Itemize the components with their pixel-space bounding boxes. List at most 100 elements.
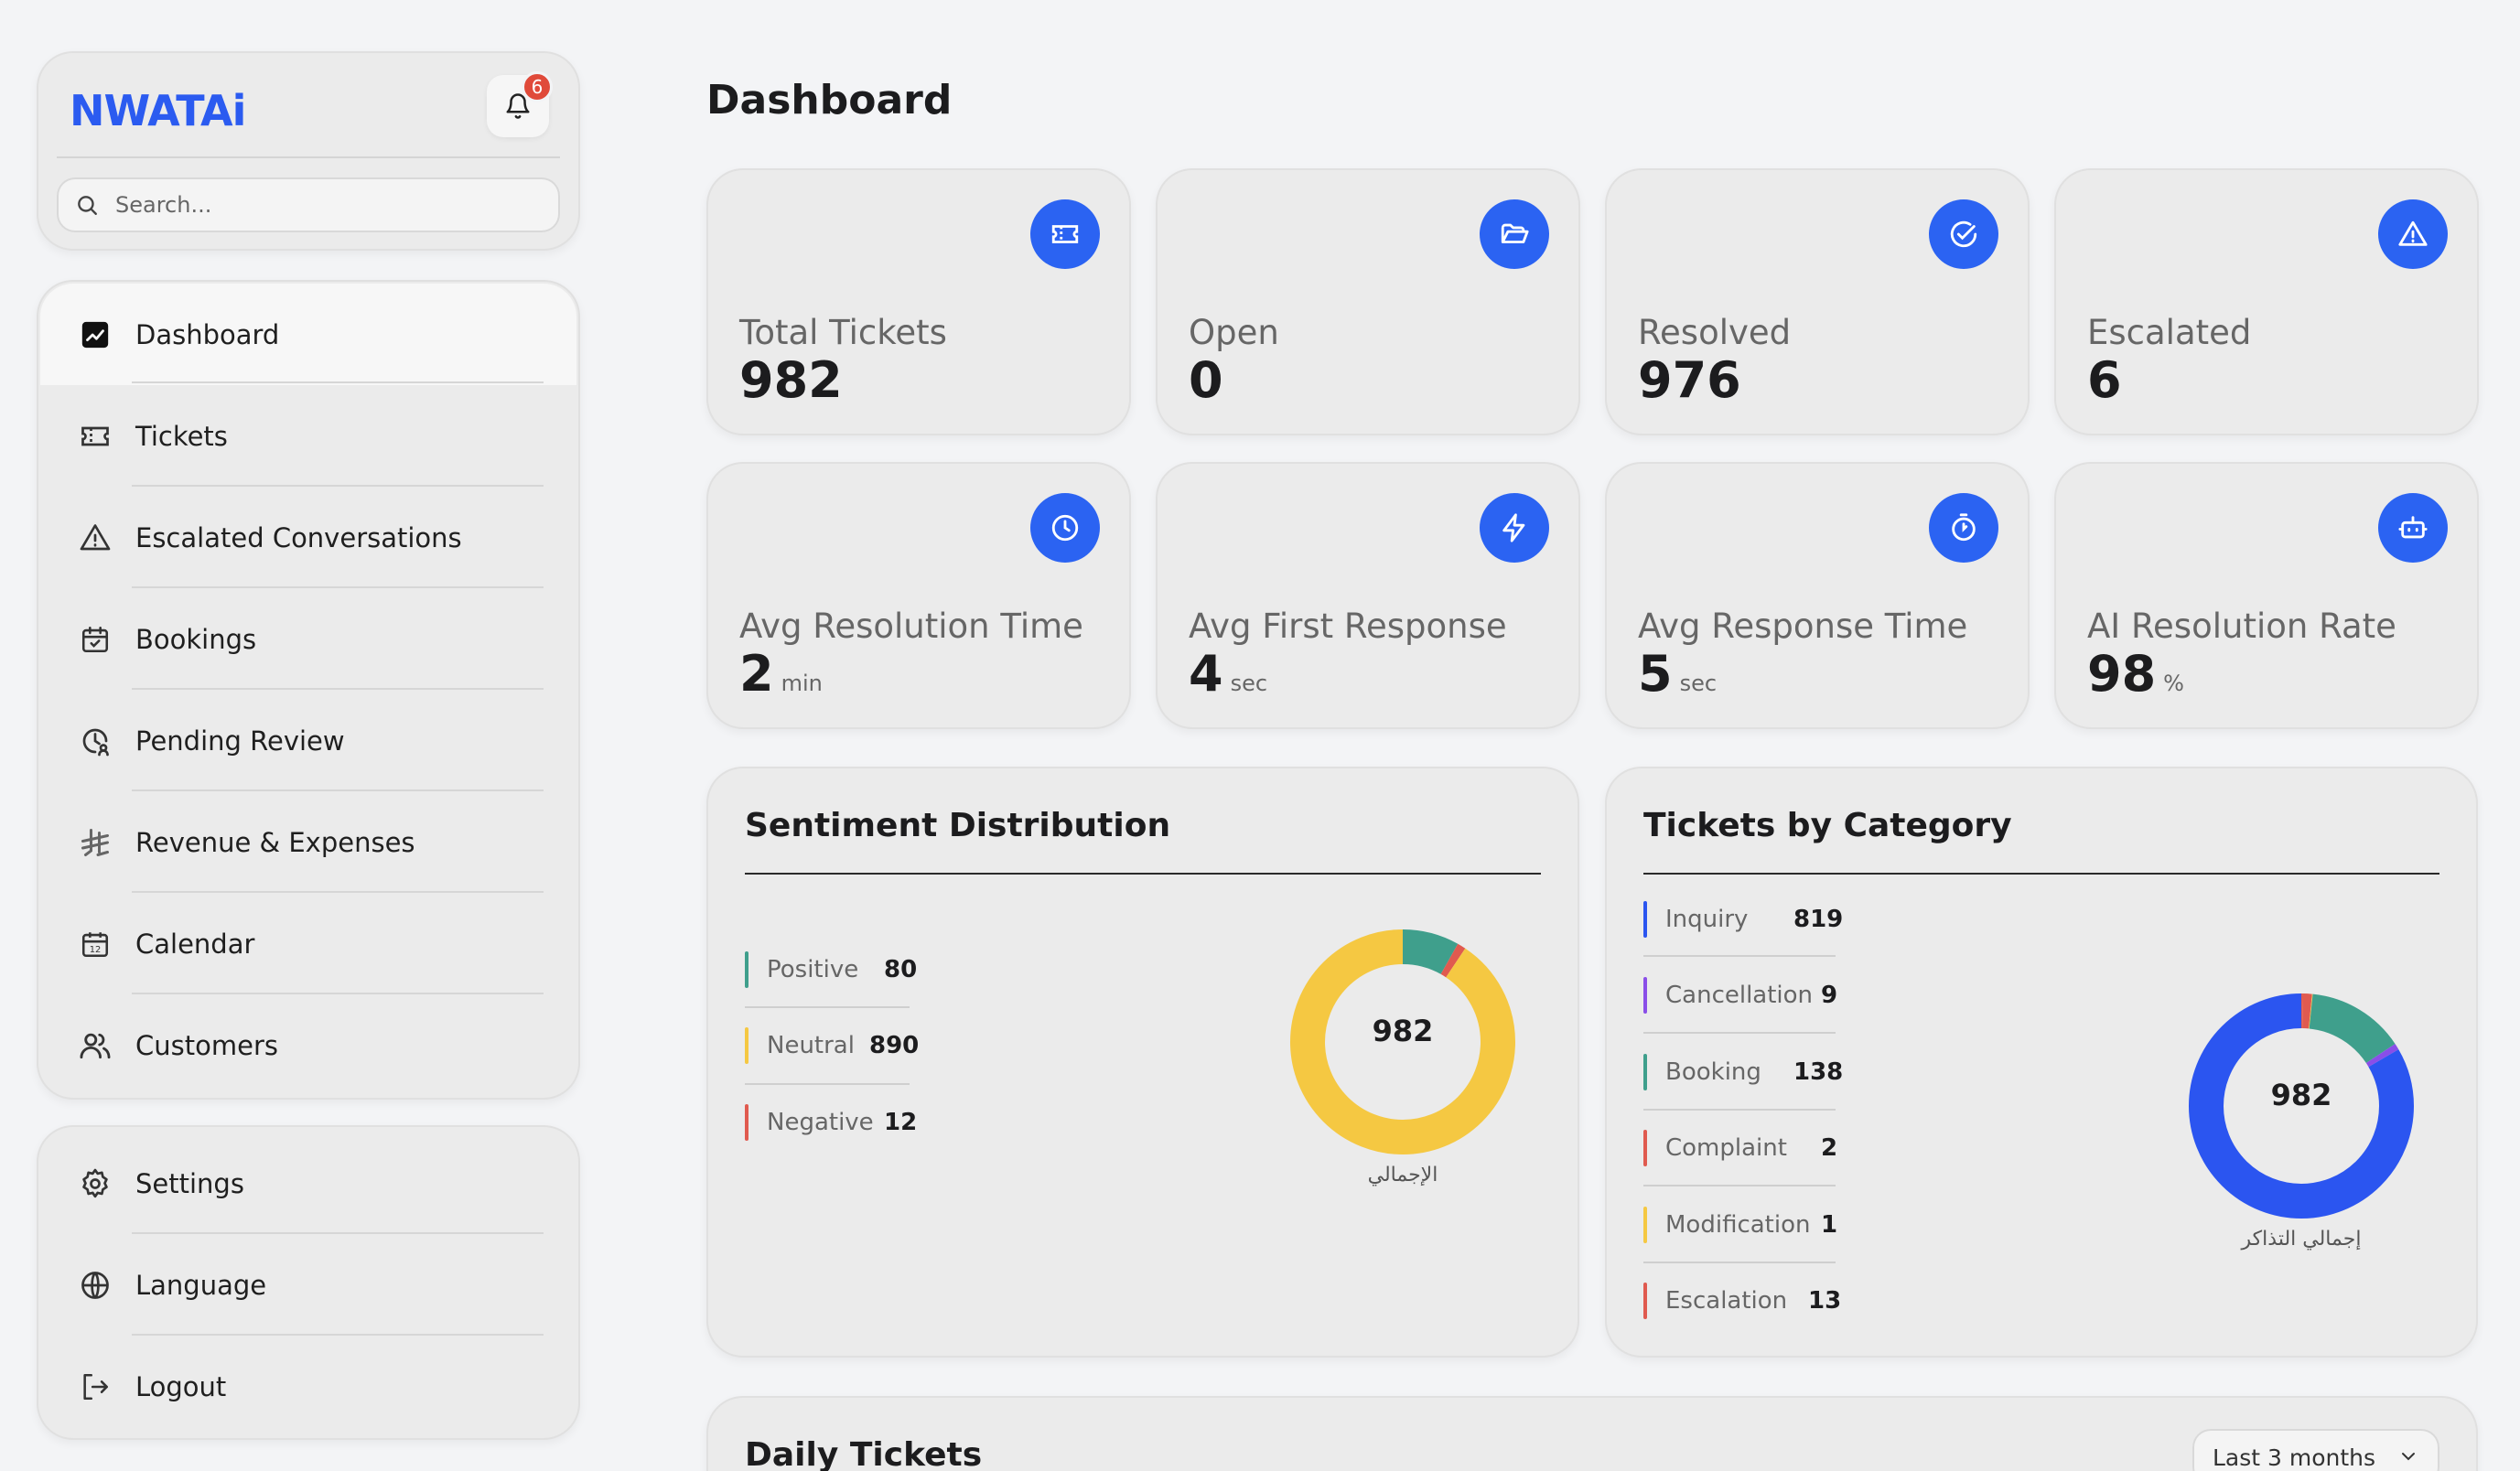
page-title: Dashboard [706, 77, 953, 123]
sidebar-item-label: Language [135, 1269, 267, 1301]
donut-total: 982 [1372, 1014, 1434, 1048]
search-icon [78, 196, 97, 215]
sidebar-item-label: Logout [135, 1370, 227, 1402]
donut-caption: الإجمالي [1367, 1164, 1438, 1186]
warning-icon [80, 523, 111, 550]
sidebar-item-tickets[interactable]: Tickets [40, 381, 576, 487]
bell-icon [506, 93, 530, 119]
panel-title: Sentiment Distribution [745, 807, 1171, 844]
sidebar-nav: Dashboard Tickets Escalated Conversation… [37, 280, 580, 1100]
globe-icon [81, 1271, 109, 1299]
panel-title: Tickets by Category [1643, 807, 2012, 844]
sidebar-item-customers[interactable]: Customers [40, 994, 576, 1096]
stat-card-avg-resolution-time[interactable]: Avg Resolution Time 2 min [706, 462, 1131, 729]
notification-badge: 6 [522, 71, 553, 102]
date-range-select[interactable]: Last 3 months [2192, 1429, 2439, 1471]
sidebar-item-label: Calendar [135, 928, 255, 960]
sidebar-footer: Settings Language Logout [37, 1125, 580, 1440]
sidebar-item-logout[interactable]: Logout [40, 1336, 576, 1437]
sidebar-item-revenue-expenses[interactable]: Revenue & Expenses [40, 791, 576, 893]
sidebar-item-settings[interactable]: Settings [40, 1133, 576, 1234]
category-donut-chart [2189, 993, 2414, 1219]
calendar-icon: 12 [81, 931, 109, 957]
riyal-icon [81, 828, 109, 856]
stat-value: 4 sec [1189, 645, 1268, 703]
ticket-icon [1051, 225, 1079, 243]
stat-label: Avg Response Time [1638, 607, 1968, 646]
search-input[interactable] [115, 192, 500, 218]
sidebar-item-label: Settings [135, 1167, 244, 1199]
stat-value: 6 [2087, 351, 2122, 409]
robot-icon [2398, 516, 2428, 539]
chart-icon [81, 321, 109, 348]
check-circle-icon [1950, 220, 1977, 248]
stat-value: 982 [739, 351, 843, 409]
sidebar-item-language[interactable]: Language [40, 1234, 576, 1336]
sidebar-item-dashboard[interactable]: Dashboard [40, 284, 576, 385]
logo: NWATAi [70, 86, 246, 135]
divider [57, 156, 560, 158]
legend-item-inquiry: Inquiry 819 [1643, 900, 1843, 939]
donut-caption: إجمالي التذاكر [2241, 1228, 2362, 1251]
stat-label: Escalated [2087, 313, 2252, 352]
sidebar-item-escalated-conversations[interactable]: Escalated Conversations [40, 487, 576, 588]
stat-label: Avg First Response [1189, 607, 1507, 646]
ticket-icon [81, 426, 109, 446]
sidebar-item-label: Dashboard [135, 318, 280, 350]
stat-label: Open [1189, 313, 1279, 352]
clock-icon [1051, 514, 1079, 542]
legend-item-neutral: Neutral 890 [745, 1026, 919, 1065]
donut-slice-inquiry[interactable] [2189, 993, 2414, 1219]
stat-value: 98% [2087, 645, 2184, 703]
stat-value: 2 min [739, 645, 823, 703]
stat-label: Avg Resolution Time [739, 607, 1083, 646]
sidebar-item-label: Revenue & Expenses [135, 826, 415, 858]
sidebar-item-label: Customers [135, 1029, 278, 1061]
sidebar-item-bookings[interactable]: Bookings [40, 588, 576, 690]
legend-item-escalation: Escalation 13 [1643, 1282, 1841, 1320]
search-box[interactable] [57, 177, 560, 232]
panel-title: Daily Tickets [745, 1436, 983, 1471]
sidebar-item-pending-review[interactable]: Pending Review [40, 690, 576, 791]
legend-item-cancellation: Cancellation 9 [1643, 976, 1837, 1015]
clock-user-icon [82, 728, 109, 756]
stat-card-ai-resolution-rate[interactable]: AI Resolution Rate 98% [2054, 462, 2479, 729]
folder-open-icon [1501, 223, 1529, 243]
sidebar-item-label: Bookings [135, 623, 257, 655]
sentiment-donut-chart [1290, 929, 1515, 1154]
stat-value: 5 sec [1638, 645, 1718, 703]
donut-slice-neutral[interactable] [1290, 929, 1515, 1154]
sidebar-item-label: Escalated Conversations [135, 521, 462, 553]
notifications-button[interactable]: 6 [487, 71, 553, 137]
sentiment-distribution-panel: Sentiment Distribution Positive 80 Neutr… [706, 767, 1579, 1358]
gear-icon [82, 1168, 108, 1197]
stat-label: Resolved [1638, 313, 1792, 352]
stat-card-open[interactable]: Open 0 [1156, 168, 1580, 435]
stat-value: 976 [1638, 351, 1741, 409]
stat-card-escalated[interactable]: Escalated 6 [2054, 168, 2479, 435]
warning-icon [2398, 220, 2428, 246]
legend-item-positive: Positive 80 [745, 950, 917, 989]
stopwatch-icon [1952, 513, 1976, 542]
date-range-label: Last 3 months [2213, 1444, 2376, 1471]
chevron-down-icon [2402, 1453, 2415, 1461]
sidebar-item-label: Tickets [135, 420, 228, 452]
stat-card-avg-first-response[interactable]: Avg First Response 4 sec [1156, 462, 1580, 729]
legend-item-modification: Modification 1 [1643, 1206, 1837, 1244]
legend-item-complaint: Complaint 2 [1643, 1129, 1837, 1167]
stat-card-resolved[interactable]: Resolved 976 [1605, 168, 2030, 435]
donut-total: 982 [2270, 1078, 2332, 1112]
stat-card-total-tickets[interactable]: Total Tickets 982 [706, 168, 1131, 435]
legend-item-booking: Booking 138 [1643, 1053, 1843, 1091]
users-icon [80, 1033, 111, 1058]
tickets-by-category-panel: Tickets by Category Inquiry 819 Cancella… [1605, 767, 2478, 1358]
daily-tickets-panel: Daily Tickets Last 3 months [706, 1396, 2478, 1471]
stat-label: Total Tickets [739, 313, 947, 352]
sidebar-item-calendar[interactable]: 12 Calendar [40, 893, 576, 994]
sidebar-header: NWATAi 6 [37, 51, 580, 251]
stat-label: AI Resolution Rate [2087, 607, 2396, 646]
legend-item-negative: Negative 12 [745, 1103, 917, 1142]
logout-icon [83, 1373, 109, 1400]
stat-card-avg-response-time[interactable]: Avg Response Time 5 sec [1605, 462, 2030, 729]
svg-text:12: 12 [90, 945, 102, 955]
